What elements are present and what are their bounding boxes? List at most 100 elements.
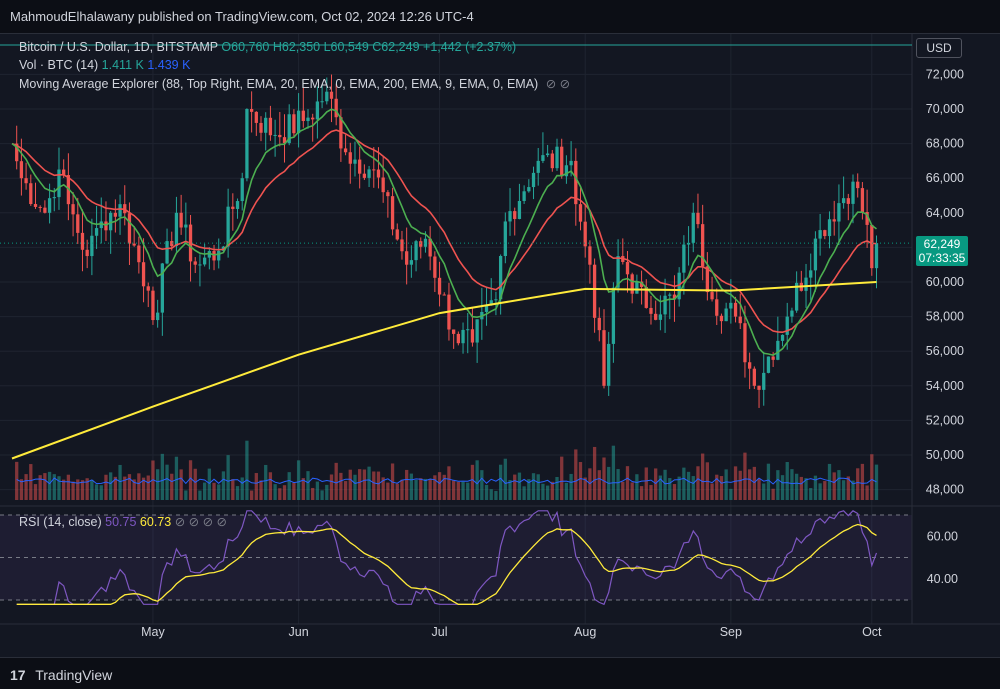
candle-body	[170, 241, 174, 247]
volume-bar	[719, 476, 724, 500]
candle-body	[315, 101, 320, 120]
volume-bar	[334, 462, 338, 500]
volume-bar	[414, 479, 418, 500]
candle-body	[851, 181, 855, 204]
volume-bar	[113, 476, 118, 500]
candle-body	[249, 109, 254, 112]
candle-body	[62, 169, 66, 176]
volume-bar	[320, 490, 324, 500]
candle-body	[574, 160, 578, 205]
change-value: +1,442 (+2.37%)	[423, 40, 517, 54]
rsi-eye-icons[interactable]: ⊘ ⊘ ⊘ ⊘	[174, 515, 228, 529]
volume-bar	[33, 484, 38, 500]
candle-body	[809, 270, 813, 278]
volume-bar	[531, 473, 536, 500]
volume-bar	[630, 482, 634, 500]
candle-body	[724, 308, 728, 322]
volume-bar	[710, 483, 714, 500]
candle-body	[19, 161, 24, 179]
volume-bar	[212, 482, 216, 500]
volume-bar	[273, 484, 277, 500]
volume-bar	[592, 446, 597, 500]
volume-bar	[156, 469, 160, 500]
candle-body	[367, 169, 371, 178]
volume-bar	[202, 482, 207, 500]
candle-body	[738, 316, 742, 324]
volume-bar	[574, 449, 578, 500]
ema-200-line	[11, 281, 877, 460]
candle-body	[475, 319, 479, 343]
candle-body	[353, 159, 357, 164]
candle-body	[813, 238, 818, 271]
currency-button[interactable]: USD	[916, 38, 962, 58]
candle-body	[151, 290, 155, 321]
candle-body	[517, 200, 522, 219]
volume-bar	[851, 480, 855, 500]
candle-body	[696, 212, 700, 225]
candle-body	[522, 191, 526, 201]
volume-bar	[522, 486, 526, 500]
ema-20-line	[11, 129, 877, 334]
price-tick-label: 54,000	[926, 379, 964, 393]
volume-bar	[747, 469, 752, 500]
volume-bar	[621, 481, 625, 500]
candle-body	[348, 152, 352, 164]
volume-bar	[76, 479, 80, 500]
volume-legend: Vol · BTC (14) 1.411 K 1.439 K	[19, 58, 190, 72]
candle-body	[865, 212, 869, 225]
volume-bar	[245, 440, 249, 500]
volume-bar	[118, 464, 122, 500]
candle-body	[668, 294, 672, 296]
price-tick-label: 72,000	[926, 67, 964, 81]
rsi-ma-line	[16, 523, 877, 605]
candle-body	[860, 188, 865, 213]
hide-eye-icon[interactable]: ⊘ ⊘	[545, 77, 571, 91]
candle-body	[311, 117, 315, 120]
volume-bar	[71, 481, 75, 500]
volume-bar	[794, 473, 799, 500]
candle-body	[137, 245, 141, 263]
candle-body	[691, 212, 695, 243]
price-chart[interactable]: 72,00070,00068,00066,00064,00062,00060,0…	[0, 34, 1000, 657]
candle-body	[536, 160, 540, 173]
rsi-ma-value: 60.73	[139, 515, 172, 529]
candle-body	[287, 114, 291, 144]
price-tick-label: 56,000	[926, 344, 964, 358]
rsi-legend: RSI (14, close) 50.75 60.73 ⊘ ⊘ ⊘ ⊘	[19, 514, 227, 529]
volume-bar	[466, 482, 470, 500]
candle-body	[381, 177, 385, 193]
ema-9-line	[11, 108, 877, 356]
candle-body	[719, 315, 724, 322]
symbol-name: Bitcoin / U.S. Dollar, 1D, BITSTAMP	[19, 40, 218, 54]
volume-bar	[503, 458, 507, 500]
volume-bar	[146, 475, 150, 500]
price-tick-label: 48,000	[926, 483, 964, 497]
volume-bar	[832, 472, 836, 500]
volume-bar	[127, 474, 132, 500]
candle-body	[212, 251, 216, 261]
volume-bar	[738, 470, 742, 500]
candle-body	[663, 295, 667, 315]
ma-legend: Moving Average Explorer (88, Top Right, …	[19, 76, 570, 91]
candle-body	[390, 196, 395, 230]
candle-body	[531, 172, 536, 188]
candle-body	[804, 277, 808, 291]
candle-body	[489, 300, 493, 306]
volume-bar	[545, 485, 550, 500]
candle-body	[52, 197, 56, 199]
candle-body	[452, 329, 456, 334]
candle-body	[870, 224, 874, 269]
volume-bar	[311, 487, 315, 500]
volume-bar	[616, 469, 620, 500]
candle-body	[564, 165, 569, 177]
volume-bar	[66, 474, 71, 500]
volume-bar	[315, 481, 320, 500]
volume-bar	[724, 469, 728, 500]
volume-bar	[141, 477, 146, 500]
publisher-bar: MahmoudElhalawany published on TradingVi…	[0, 0, 1000, 34]
volume-bar	[409, 473, 414, 500]
candle-body	[710, 292, 714, 300]
volume-bar	[57, 476, 61, 500]
last-price-label: 62,249 07:33:35	[916, 236, 968, 266]
volume-bar	[174, 456, 179, 500]
